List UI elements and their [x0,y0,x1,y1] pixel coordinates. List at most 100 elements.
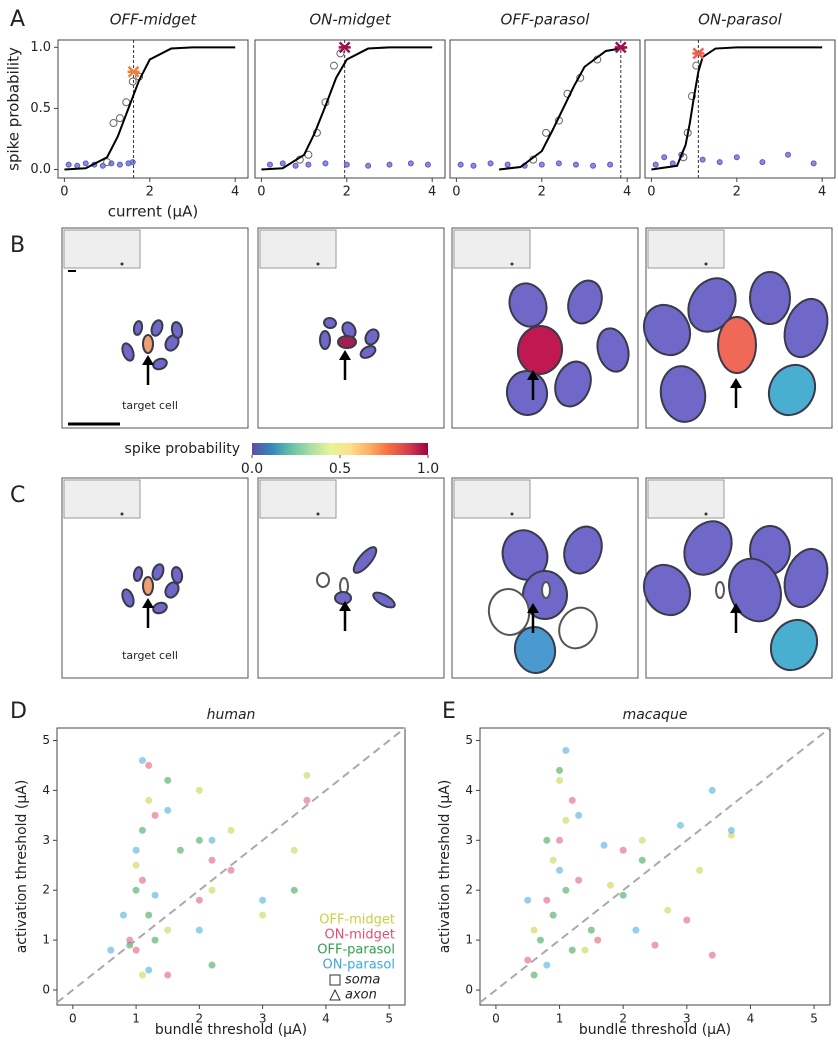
diagram-frame [257,477,445,679]
cell [132,566,144,582]
identity-line [479,727,831,1004]
data-point [138,826,146,834]
measured-point [103,158,112,167]
plot-frame [644,39,836,179]
data-point [708,786,716,794]
cell [132,320,144,336]
cell [687,277,737,333]
arrow-head [339,350,351,360]
x-tick-label: 5 [385,1012,393,1026]
cell [323,316,337,330]
cell [170,566,184,584]
x-tick-label: 5 [810,1012,818,1026]
data-point [785,151,792,158]
measured-point [109,119,118,128]
fit-curve [64,46,236,171]
chart-title: ON-parasol [698,11,783,29]
x-tick-label: 4 [818,185,826,200]
y-axis-label: spike probability [5,47,23,171]
panel-label: A [10,7,25,32]
x-tick-label: 0 [60,185,68,200]
electrode-array [453,479,531,519]
cell [121,588,135,608]
identity-line [56,727,406,1004]
y-axis-label: activation threshold (μA) [437,780,453,954]
measured-point [122,98,131,107]
data-point [556,766,564,774]
diagram-frame [451,477,639,679]
plot-frame [56,727,406,1006]
data-point [279,160,286,167]
arrow-head [527,370,539,380]
x-tick-label: 2 [619,1012,627,1026]
diagram-frame [61,477,249,679]
cell [359,345,377,359]
x-tick-label: 4 [623,185,631,200]
panel-label: E [442,699,456,724]
cell [558,606,598,650]
data-point [696,866,704,874]
data-point [82,160,89,167]
y-tick-label: 2 [42,883,50,897]
data-point [74,162,81,169]
data-point [259,911,267,919]
data-point [549,856,557,864]
data-point [145,761,153,769]
data-point [343,161,350,168]
measured-point [542,128,551,137]
cell [142,334,154,354]
data-point [292,162,299,169]
y-tick-label: 1 [42,933,50,947]
data-point [145,911,153,919]
y-tick-label: 3 [42,833,50,847]
electrode-dot [120,262,124,266]
annotation: target cell [122,399,178,412]
data-point [699,156,706,163]
cell [642,563,692,617]
y-tick-label: 0.5 [30,101,51,116]
y-tick-label: 1 [465,933,473,947]
y-tick-label: 4 [465,783,473,797]
cell [352,546,378,574]
data-point [407,160,414,167]
data-point [638,836,646,844]
data-point [556,866,564,874]
measured-point [128,77,137,86]
plot-frame [479,727,831,1006]
data-point [116,161,123,168]
cell [715,581,725,599]
data-point [164,971,172,979]
panel-label: D [10,699,27,724]
data-point [151,891,159,899]
y-tick-label: 5 [42,733,50,747]
data-point [581,946,589,954]
cell [508,282,548,328]
y-tick-label: 0 [465,983,473,997]
data-point [305,161,312,168]
data-point [543,896,551,904]
data-point [164,806,172,814]
arrow-head [730,378,742,388]
legend-label: OFF-parasol [317,943,395,958]
chart-title: OFF-parasol [501,11,591,29]
arrow-head [339,601,351,611]
data-point [290,886,298,894]
chart-title: macaque [623,707,688,723]
chart-title: ON-midget [309,11,391,29]
data-point [208,856,216,864]
data-point [572,161,579,168]
diagram-frame [257,227,445,429]
cell [505,370,549,416]
data-point [195,896,203,904]
annotation: target cell [122,649,178,662]
data-point [676,821,684,829]
data-point [487,160,494,167]
data-point [151,811,159,819]
data-point [600,841,608,849]
cell [151,563,165,581]
data-point [164,926,172,934]
data-point [810,160,817,167]
electrode-dot [704,512,708,516]
colorbar [252,443,428,455]
